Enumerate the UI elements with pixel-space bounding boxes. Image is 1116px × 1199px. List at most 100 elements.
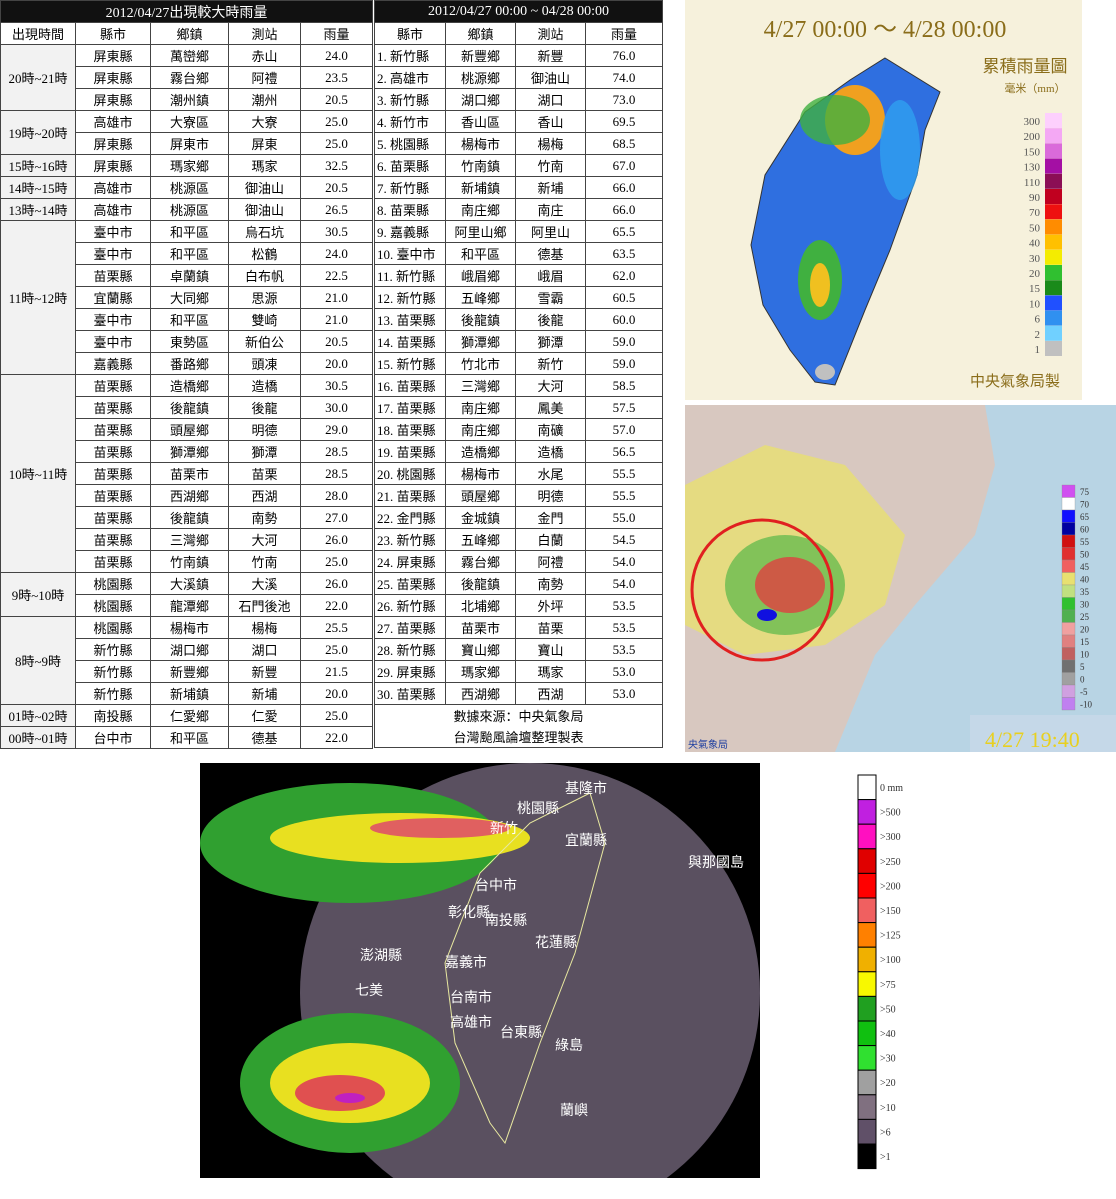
- legend-swatch: [857, 995, 877, 1022]
- legend-swatch: [857, 1118, 877, 1145]
- cell: 24.0: [299, 242, 374, 265]
- legend-label: 75: [1080, 487, 1090, 497]
- cell: 大同鄉: [150, 286, 229, 309]
- legend-label: 20: [1029, 268, 1041, 280]
- cell: 大河: [515, 374, 586, 397]
- legend-swatch: [1045, 295, 1062, 311]
- cell: 新埔鎮: [445, 176, 516, 199]
- cell: 苗栗: [228, 462, 301, 485]
- legend-label: 10: [1029, 298, 1041, 310]
- cell: 霧台鄉: [445, 550, 516, 573]
- time-cell: 01時~02時: [0, 704, 76, 727]
- cell: 屏東縣: [75, 44, 151, 67]
- header-cell: 縣市: [75, 22, 151, 45]
- cell: 瑪家鄉: [445, 660, 516, 683]
- legend-label: 15: [1029, 283, 1041, 295]
- row: 屏東縣 屏東市 屏東 25.0: [1, 132, 374, 155]
- cell: 後龍: [515, 308, 586, 331]
- cell: 南礦: [515, 418, 586, 441]
- legend-label: 60: [1080, 525, 1090, 535]
- cell: 三灣鄉: [150, 528, 229, 551]
- row: 28. 新竹縣 寶山鄉 寶山 53.5: [374, 638, 664, 661]
- place-label: 南投縣: [485, 913, 527, 929]
- cell: 73.0: [584, 88, 664, 111]
- legend-label: 200: [1024, 131, 1041, 143]
- cell: 白蘭: [515, 528, 586, 551]
- cell: 和平區: [150, 308, 229, 331]
- cell: 造橋鄉: [445, 440, 516, 463]
- place-label: 彰化縣: [448, 904, 490, 921]
- legend-label: 30: [1080, 600, 1090, 610]
- title-row: 2012/04/27 00:00 ~ 04/28 00:00: [373, 0, 664, 23]
- cell: 新豐: [228, 660, 301, 683]
- cell: 新豐: [515, 44, 586, 67]
- cell: 獅潭: [515, 330, 586, 353]
- time-cell: 8時~9時: [0, 616, 76, 705]
- cell: 大溪: [228, 572, 301, 595]
- legend-swatch: [1061, 534, 1076, 548]
- cell: 獅潭: [228, 440, 301, 463]
- cell: 74.0: [584, 66, 664, 89]
- credit: 央氣象局: [688, 738, 728, 751]
- cell: 新豐鄉: [150, 660, 229, 683]
- legend-label: 45: [1080, 562, 1090, 572]
- time-cell: 19時~20時: [0, 110, 76, 155]
- cell: 楊梅市: [445, 132, 516, 155]
- cell: 竹北市: [445, 352, 516, 375]
- cell: 58.5: [584, 374, 664, 397]
- cell: 53.5: [584, 638, 664, 661]
- cell: 59.0: [584, 330, 664, 353]
- cell: 頭屋鄉: [150, 418, 229, 441]
- legend-swatch: [1061, 522, 1076, 536]
- cell: 仁愛: [228, 704, 301, 727]
- row: 9. 嘉義縣 阿里山鄉 阿里山 65.5: [374, 220, 664, 243]
- legend-swatch: [1061, 622, 1076, 636]
- cell: 21.0: [299, 286, 374, 309]
- cell: 9. 嘉義縣: [374, 220, 446, 243]
- footer-cell: 台灣颱風論壇整理製表: [373, 726, 664, 748]
- legend-swatch: [1061, 572, 1076, 586]
- cell: 54.0: [584, 550, 664, 573]
- row: 24. 屏東縣 霧台鄉 阿禮 54.0: [374, 550, 664, 573]
- row: 14. 苗栗縣 獅潭鄉 獅潭 59.0: [374, 330, 664, 353]
- legend-label: >150: [880, 906, 901, 917]
- cell: 雙崎: [228, 308, 301, 331]
- cell: 潮州: [228, 88, 301, 111]
- cell: 1. 新竹縣: [374, 44, 446, 67]
- cell: 松鶴: [228, 242, 301, 265]
- legend-swatch: [1045, 189, 1062, 204]
- legend-unit: 毫米（mm）: [1004, 81, 1065, 95]
- row: 26. 新竹縣 北埔鄉 外坪 53.5: [374, 594, 664, 617]
- cell: 屏東縣: [75, 66, 151, 89]
- place-label: 新竹: [490, 821, 518, 837]
- cell: 南投縣: [75, 704, 151, 727]
- cell: 造橋: [228, 374, 301, 397]
- cell: 57.5: [584, 396, 664, 419]
- cell: 21.5: [299, 660, 374, 683]
- cell: 臺中市: [75, 308, 151, 331]
- cell: 萬巒鄉: [150, 44, 229, 67]
- cell: 德基: [515, 242, 586, 265]
- cell: 21. 苗栗縣: [374, 484, 446, 507]
- legend-swatch: [1045, 173, 1062, 189]
- cell: 楊梅市: [150, 616, 229, 639]
- header-cell: 測站: [515, 22, 586, 45]
- cell: 赤山: [228, 44, 301, 67]
- legend-swatch: [1045, 325, 1062, 341]
- legend-swatch: [857, 1020, 877, 1047]
- cell: 22.0: [299, 726, 374, 749]
- radar-small: 4/27 19:40 央氣象局 757065605550454035302520…: [685, 405, 1116, 752]
- cell: 和平區: [150, 726, 229, 749]
- place-label: 嘉義市: [445, 954, 487, 971]
- cell: 53.0: [584, 682, 664, 705]
- cell: 苗栗縣: [75, 374, 151, 397]
- cell: 53.0: [584, 660, 664, 683]
- legend-swatch: [857, 1045, 877, 1071]
- legend-label: 70: [1080, 500, 1090, 510]
- cell: 11. 新竹縣: [374, 264, 446, 287]
- legend-swatch: [1045, 143, 1062, 159]
- time-cell: 15時~16時: [0, 154, 76, 177]
- cell: 白布帆: [228, 264, 301, 287]
- place-label: 澎湖縣: [360, 948, 402, 964]
- cell: 金城鎮: [445, 506, 516, 529]
